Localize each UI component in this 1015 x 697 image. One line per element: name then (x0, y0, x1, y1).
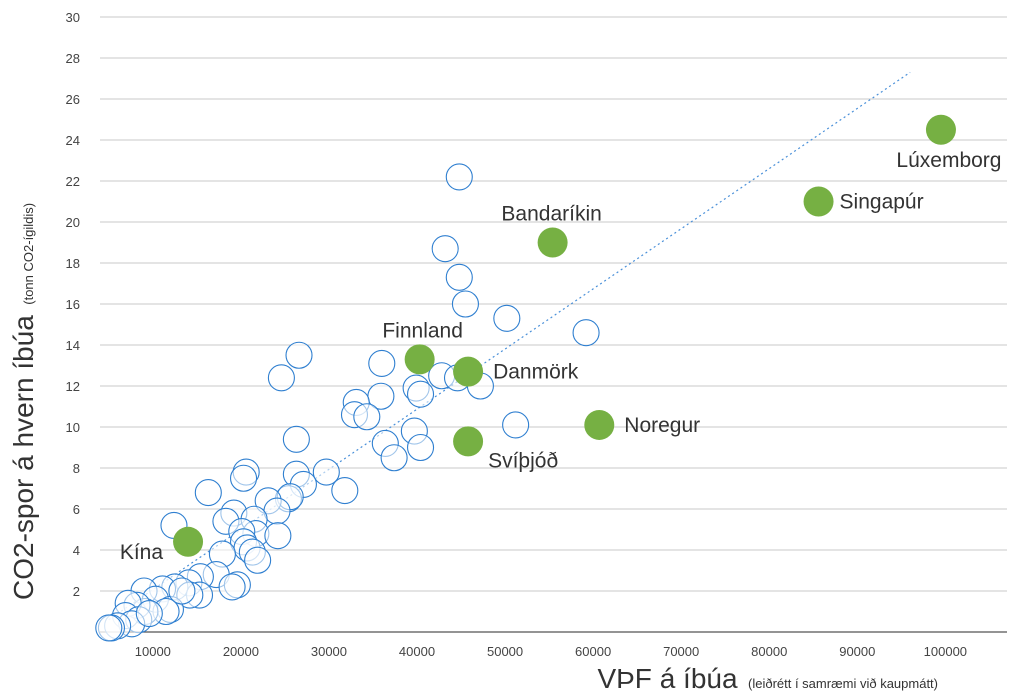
x-tick-label: 40000 (399, 644, 435, 659)
x-tick-label: 80000 (751, 644, 787, 659)
grid-lines (100, 16, 1007, 633)
data-point (353, 403, 381, 431)
data-point (244, 546, 272, 574)
x-tick-label: 60000 (575, 644, 611, 659)
y-tick-label: 18 (66, 256, 80, 271)
highlight-point (173, 526, 204, 557)
country-labels: Lúxemborg Singapúr Bandaríkin Finnland Danmö… (120, 149, 1002, 564)
y-axis-title-main: CO2-spor á hvern íbúa (8, 315, 39, 600)
data-point (267, 364, 295, 392)
y-tick-label: 12 (66, 379, 80, 394)
y-axis-title: CO2-spor á hvern íbúa (tonn CO2-ígildis) (8, 203, 39, 600)
data-point (264, 522, 292, 550)
y-tick-label: 4 (73, 543, 80, 558)
y-tick-label: 14 (66, 338, 80, 353)
y-tick-label: 28 (66, 51, 80, 66)
y-tick-label: 2 (73, 584, 80, 599)
x-axis-title-note: (leiðrétt í samræmi við kaupmátt) (748, 676, 938, 691)
data-point (493, 304, 521, 332)
highlight-point (925, 114, 956, 145)
y-tick-label: 24 (66, 133, 80, 148)
data-point (445, 163, 473, 191)
data-point (406, 380, 435, 408)
trendline (108, 71, 911, 621)
data-point (218, 573, 246, 601)
data-point (282, 425, 310, 453)
data-point (445, 263, 473, 291)
country-label: Finnland (382, 319, 463, 342)
data-point (194, 479, 222, 507)
x-tick-label: 30000 (311, 644, 347, 659)
y-tick-label: 20 (66, 215, 80, 230)
data-points (95, 163, 600, 642)
y-tick-label: 6 (73, 502, 80, 517)
highlight-point (453, 356, 484, 387)
y-tick-label: 22 (66, 174, 80, 189)
x-axis-title-main: VÞF á íbúa (597, 663, 738, 694)
x-tick-label: 90000 (839, 644, 875, 659)
highlight-point (803, 186, 834, 217)
data-point (229, 464, 258, 492)
y-tick-label: 8 (73, 461, 80, 476)
highlight-point (537, 227, 568, 258)
data-point (331, 476, 359, 505)
country-label: Lúxemborg (896, 149, 1001, 172)
country-label: Noregur (624, 414, 700, 437)
data-point (431, 235, 459, 263)
data-point (312, 458, 340, 486)
data-point (572, 319, 600, 347)
highlighted-points (173, 114, 956, 557)
data-point (380, 444, 408, 472)
x-tick-label: 20000 (223, 644, 259, 659)
data-point (451, 290, 479, 318)
x-tick-label: 70000 (663, 644, 699, 659)
country-label: Bandaríkin (501, 203, 601, 226)
x-tick-label: 10000 (135, 644, 171, 659)
highlight-point (453, 426, 484, 457)
y-tick-label: 16 (66, 297, 80, 312)
highlight-point (404, 344, 435, 375)
y-tick-label: 30 (66, 10, 80, 25)
y-axis-title-note: (tonn CO2-ígildis) (21, 203, 36, 305)
data-point (135, 599, 163, 628)
x-tick-labels: 10000 20000 30000 40000 50000 60000 70000 80000… (135, 644, 967, 659)
data-point (95, 614, 123, 642)
y-tick-label: 10 (66, 420, 80, 435)
y-tick-label: 26 (66, 92, 80, 107)
x-tick-label: 50000 (487, 644, 523, 659)
country-label: Singapúr (840, 191, 924, 214)
x-tick-label: 100000 (924, 644, 967, 659)
data-point (406, 433, 435, 462)
country-label: Kína (120, 541, 164, 564)
data-point (502, 411, 530, 439)
data-point (263, 497, 291, 525)
country-label: Danmörk (493, 361, 579, 384)
country-label: Svíþjóð (488, 449, 558, 472)
data-point (285, 341, 313, 369)
data-point (368, 349, 396, 378)
data-point (168, 577, 196, 605)
x-axis-title: VÞF á íbúa (leiðrétt í samræmi við kaupm… (597, 663, 938, 694)
highlight-point (584, 409, 615, 440)
